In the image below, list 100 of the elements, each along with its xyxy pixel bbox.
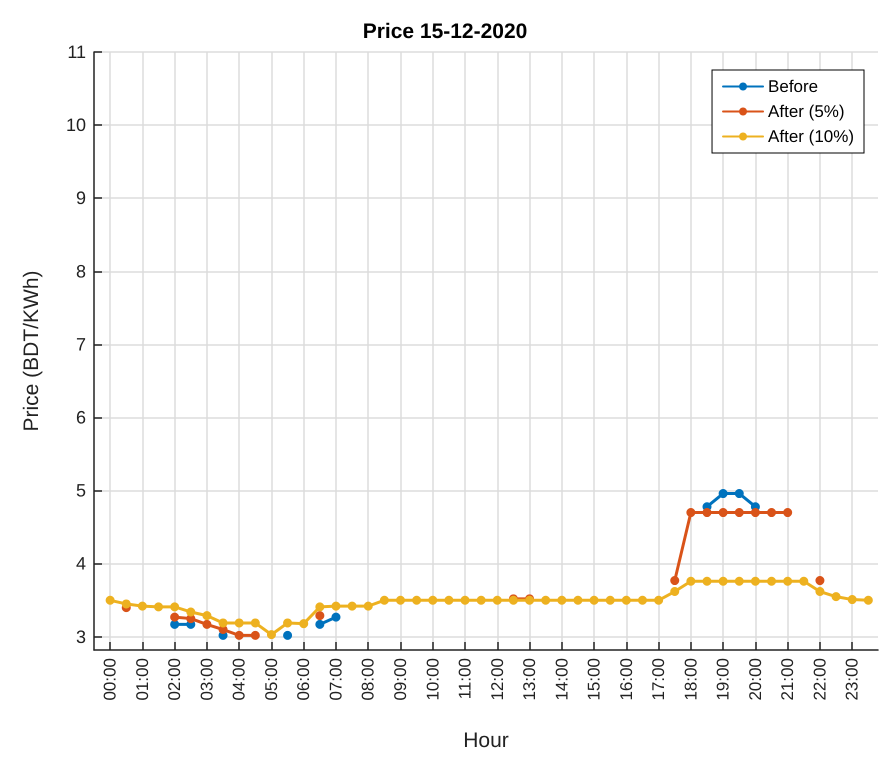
point xyxy=(170,620,180,629)
x-tick-label: 02:00 xyxy=(165,658,184,701)
x-tick-label: 11:00 xyxy=(456,658,475,700)
point xyxy=(815,576,824,586)
x-tick-label: 04:00 xyxy=(230,658,249,701)
point xyxy=(412,596,422,605)
point xyxy=(686,508,696,518)
point xyxy=(541,596,550,605)
point xyxy=(283,618,292,628)
x-tick-label: 12:00 xyxy=(488,658,507,701)
y-tick-label: 6 xyxy=(76,408,86,428)
point xyxy=(331,612,340,622)
point xyxy=(315,611,324,620)
legend-label: After (5%) xyxy=(768,102,845,121)
point xyxy=(283,630,292,640)
point xyxy=(654,596,664,605)
point xyxy=(606,596,615,605)
point xyxy=(202,620,212,629)
y-tick-label: 11 xyxy=(67,42,86,62)
point xyxy=(348,602,357,611)
point xyxy=(815,587,824,596)
point xyxy=(428,596,438,605)
point xyxy=(702,576,712,586)
y-tick-label: 9 xyxy=(76,188,86,208)
x-tick-label: 01:00 xyxy=(132,658,152,701)
x-tick-label: 16:00 xyxy=(616,658,636,701)
point xyxy=(315,620,324,629)
x-tick-label: 13:00 xyxy=(520,658,540,701)
y-tick-label: 8 xyxy=(76,261,86,282)
point xyxy=(138,602,147,611)
point xyxy=(622,596,631,605)
point xyxy=(202,611,212,620)
point xyxy=(718,508,728,518)
point xyxy=(250,630,260,640)
y-tick-label: 5 xyxy=(76,480,86,501)
point xyxy=(380,596,389,605)
point xyxy=(460,596,470,605)
point xyxy=(750,576,760,586)
point xyxy=(299,619,308,628)
point xyxy=(396,596,405,605)
point xyxy=(170,602,180,612)
point xyxy=(832,592,841,602)
x-tick-label: 17:00 xyxy=(649,658,668,701)
x-axis-title: Hour xyxy=(463,729,509,752)
x-tick-label: 08:00 xyxy=(358,658,378,701)
point xyxy=(638,596,647,605)
y-axis-title: Price (BDT/KWh) xyxy=(20,270,43,432)
point xyxy=(702,508,712,518)
point xyxy=(734,576,744,586)
point xyxy=(864,596,873,605)
point xyxy=(106,596,115,605)
x-tick-label: 19:00 xyxy=(714,658,733,701)
point xyxy=(767,576,776,586)
point xyxy=(331,602,340,611)
point xyxy=(734,508,744,518)
point xyxy=(266,630,276,640)
legend-label: After (10%) xyxy=(768,127,854,146)
x-tick-label: 14:00 xyxy=(552,658,572,701)
chart-title: Price 15-12-2020 xyxy=(362,20,528,43)
point xyxy=(718,576,728,586)
point xyxy=(670,587,680,596)
x-tick-label: 06:00 xyxy=(294,658,314,701)
y-tick-label: 7 xyxy=(76,334,86,354)
x-tick-label: 23:00 xyxy=(842,658,862,701)
point xyxy=(122,599,131,608)
point xyxy=(767,508,776,518)
x-tick-label: 18:00 xyxy=(681,658,700,701)
point xyxy=(250,618,260,628)
point xyxy=(218,618,228,628)
point xyxy=(234,630,244,640)
point xyxy=(573,596,582,605)
point xyxy=(734,489,744,498)
x-tick-label: 10:00 xyxy=(423,658,442,701)
y-tick-label: 4 xyxy=(76,554,86,574)
x-tick-label: 05:00 xyxy=(262,658,281,701)
x-tick-label: 00:00 xyxy=(100,658,120,701)
point xyxy=(783,576,792,586)
x-tick-label: 22:00 xyxy=(810,658,830,701)
point xyxy=(444,596,454,605)
point xyxy=(492,596,502,605)
y-tick-label: 3 xyxy=(76,626,86,647)
point xyxy=(186,607,196,616)
x-tick-label: 09:00 xyxy=(391,658,410,701)
point xyxy=(154,602,164,612)
point xyxy=(799,576,808,586)
point xyxy=(783,508,792,518)
point xyxy=(170,612,180,622)
point xyxy=(848,595,857,604)
x-tick-label: 03:00 xyxy=(197,658,216,701)
x-tick-label: 15:00 xyxy=(584,658,604,701)
x-tick-label: 20:00 xyxy=(746,658,765,701)
point xyxy=(590,596,599,605)
x-tick-label: 07:00 xyxy=(326,658,346,701)
point xyxy=(718,489,728,498)
x-tick-label: 21:00 xyxy=(778,658,798,701)
point xyxy=(750,508,760,518)
point xyxy=(364,602,373,611)
legend-label: Before xyxy=(768,77,818,96)
point xyxy=(315,602,324,612)
point xyxy=(686,576,696,586)
